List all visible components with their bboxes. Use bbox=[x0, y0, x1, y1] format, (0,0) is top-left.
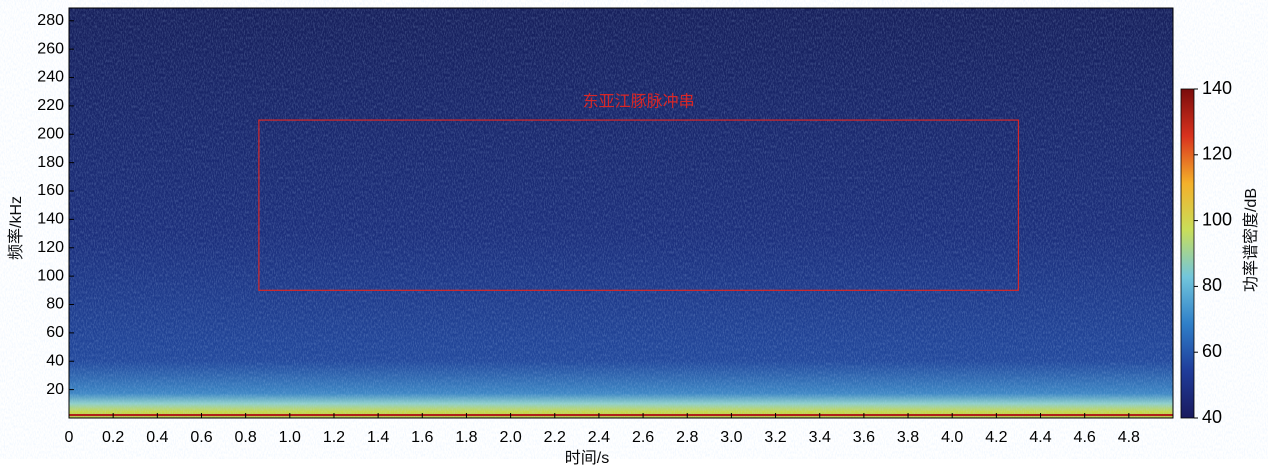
x-tick-label: 1.8 bbox=[455, 429, 477, 446]
y-tick-label: 60 bbox=[46, 324, 64, 341]
y-tick-label: 180 bbox=[37, 154, 64, 171]
x-tick-label: 4.0 bbox=[941, 429, 963, 446]
x-tick-label: 0 bbox=[65, 429, 74, 446]
x-tick-label: 1.6 bbox=[411, 429, 433, 446]
x-axis-label: 时间/s bbox=[565, 449, 609, 467]
colorbar-tick-label: 120 bbox=[1202, 144, 1232, 164]
x-tick-label: 0.6 bbox=[190, 429, 212, 446]
y-tick-label: 40 bbox=[46, 352, 64, 369]
y-tick-label: 120 bbox=[37, 239, 64, 256]
x-tick-label: 0.8 bbox=[235, 429, 257, 446]
annotation-text: 东亚江豚脉冲串 bbox=[583, 92, 695, 110]
colorbar-label: 功率谱密度/dB bbox=[1242, 188, 1260, 292]
y-tick-label: 100 bbox=[37, 267, 64, 284]
x-tick-label: 4.8 bbox=[1118, 429, 1140, 446]
colorbar-tick-label: 80 bbox=[1202, 275, 1222, 295]
colorbar-tick-label: 60 bbox=[1202, 341, 1222, 361]
x-tick-label: 2.4 bbox=[588, 429, 610, 446]
colorbar bbox=[1181, 89, 1194, 418]
y-tick-label: 220 bbox=[37, 97, 64, 114]
y-tick-label: 20 bbox=[46, 381, 64, 398]
y-axis-label: 频率/kHz bbox=[7, 196, 25, 260]
colorbar-tick-label: 100 bbox=[1202, 209, 1232, 229]
x-tick-label: 3.2 bbox=[764, 429, 786, 446]
y-tick-label: 160 bbox=[37, 182, 64, 199]
x-tick-label: 1.2 bbox=[323, 429, 345, 446]
x-tick-label: 2.0 bbox=[499, 429, 521, 446]
x-tick-label: 3.8 bbox=[897, 429, 919, 446]
x-tick-label: 0.4 bbox=[146, 429, 168, 446]
chart: 时间/s 频率/kHz 功率谱密度/dB 20 40 60 80 100 120 140 16… bbox=[0, 0, 1268, 471]
y-tick-label: 140 bbox=[37, 211, 64, 228]
colorbar-tick-label: 40 bbox=[1202, 407, 1222, 427]
x-tick-label: 1.4 bbox=[367, 429, 389, 446]
x-tick-label: 2.8 bbox=[676, 429, 698, 446]
x-tick-label: 3.6 bbox=[853, 429, 875, 446]
y-tick-label: 280 bbox=[37, 12, 64, 29]
spectrogram-texture bbox=[69, 8, 1173, 418]
y-tick-label: 260 bbox=[37, 40, 64, 57]
colorbar-tick-label: 140 bbox=[1202, 78, 1232, 98]
y-tick-label: 80 bbox=[46, 296, 64, 313]
x-tick-label: 4.2 bbox=[985, 429, 1007, 446]
x-tick-label: 3.4 bbox=[809, 429, 831, 446]
x-tick-label: 3.0 bbox=[720, 429, 742, 446]
x-tick-label: 4.4 bbox=[1029, 429, 1051, 446]
x-tick-label: 2.6 bbox=[632, 429, 654, 446]
y-tick-label: 240 bbox=[37, 69, 64, 86]
x-tick-label: 1.0 bbox=[279, 429, 301, 446]
x-tick-label: 4.6 bbox=[1074, 429, 1096, 446]
x-tick-label: 0.2 bbox=[102, 429, 124, 446]
x-tick-label: 2.2 bbox=[544, 429, 566, 446]
y-tick-label: 200 bbox=[37, 125, 64, 142]
